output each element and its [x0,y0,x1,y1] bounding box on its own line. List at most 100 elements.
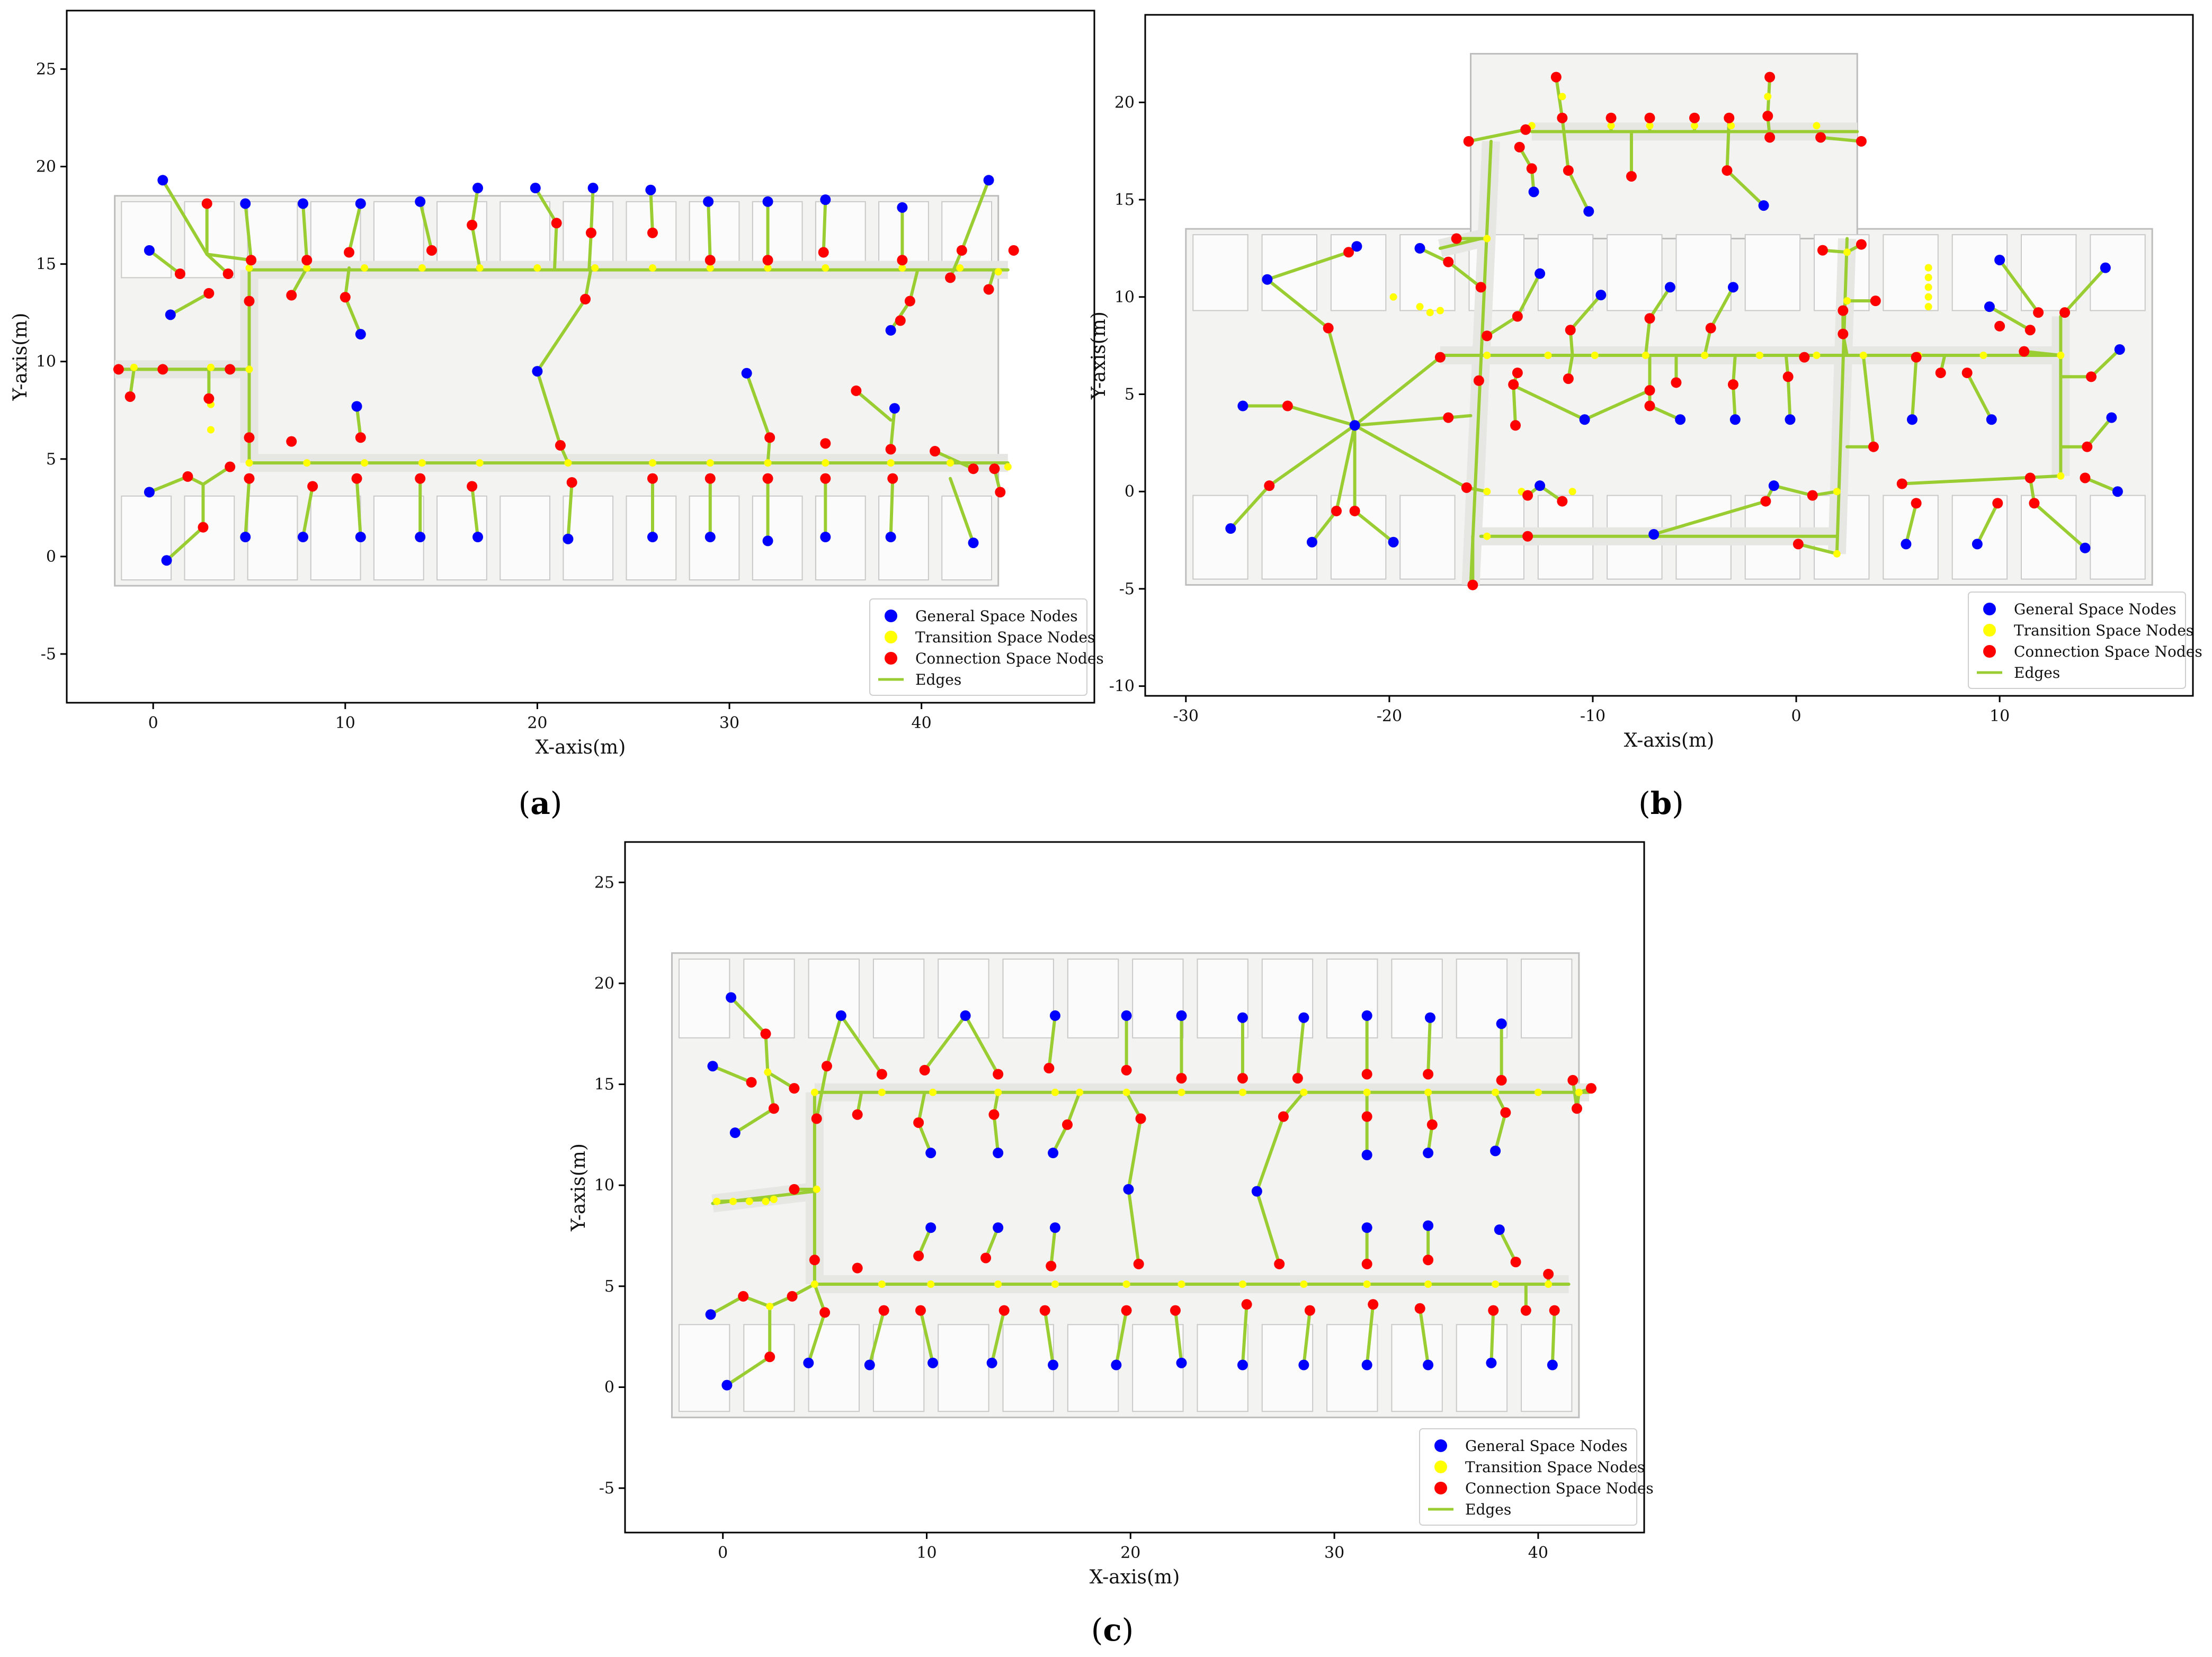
room-cell [1744,234,1801,311]
general-node [157,175,168,186]
transition-node [1642,352,1649,359]
room-cell [247,495,298,581]
room-cell [1067,959,1119,1038]
edge [1485,315,1519,338]
connection-node [1475,282,1486,293]
general-node [1111,1359,1122,1371]
legend-label-general: General Space Nodes [915,607,1078,625]
transition-node [245,459,253,467]
edge [1066,1090,1082,1126]
x-tick-label: 10 [335,714,355,732]
edge [933,450,975,471]
edge [205,253,253,262]
edge [984,1226,1000,1260]
connection-node [1264,480,1275,491]
general-node [762,535,773,547]
edge [917,1121,933,1155]
connection-node [1549,1305,1560,1316]
edge [1497,1228,1518,1264]
general-node [762,196,773,207]
legend-label-connection: Connection Space Nodes [2014,643,2202,660]
connection-node [820,438,831,449]
general-node [1727,282,1738,293]
edge [918,1309,935,1365]
connection-node [244,473,255,484]
connection-node [1727,379,1738,390]
connection-node [1557,112,1568,123]
edge [1241,1303,1248,1367]
connection-node [2085,371,2097,382]
general-node [885,325,896,336]
transition-node [706,459,714,467]
transition-node [994,268,1002,276]
edge [1353,424,1468,489]
legend-box [869,598,1087,696]
room-cell [184,495,235,581]
general-node [803,1357,814,1368]
room-cell [121,495,172,581]
edge [1229,484,1271,531]
y-tick-label: 5 [604,1277,614,1296]
connection-node [340,292,351,303]
x-tick-label: 40 [1528,1544,1548,1562]
edge [1047,1014,1057,1070]
edge [1255,1115,1285,1193]
edge [536,370,562,447]
connection-node [2029,498,2040,509]
transition-node [533,264,541,272]
edge [161,178,209,256]
transition-node [476,459,484,467]
edge [343,295,362,336]
connection-node [1689,112,1700,123]
room-cell [678,1324,730,1412]
edge [1514,384,1586,422]
general-node [415,532,426,543]
connection-node [1815,132,1826,143]
floorplan-b [1185,52,2153,586]
edge [1987,305,2032,332]
legend-c: General Space Nodes Transition Space Node… [1419,1428,1654,1526]
general-node [983,175,994,186]
connection-node [764,432,775,443]
general-node [1664,282,1675,293]
panel-letter-c: c [1103,1612,1121,1648]
x-tick-label: 0 [148,714,158,732]
y-tick-label: -5 [599,1479,614,1498]
transition-node [1051,1280,1059,1288]
edge [1049,1226,1057,1268]
transition-node [1843,297,1851,305]
transition-node [1843,248,1851,256]
panel-letter-a: a [530,785,550,821]
transition-node [1755,352,1763,359]
connection-node [1500,1107,1511,1118]
general-node [240,198,251,209]
transition-node [1436,307,1444,315]
connection-node [1361,1258,1372,1269]
edge [1265,250,1351,281]
transition-node [1568,488,1576,496]
edge [839,1014,884,1076]
edge [470,186,479,227]
room-cell [1002,1324,1054,1412]
transition-node [1813,122,1821,130]
room-cell [872,1324,925,1412]
transition-node [1764,93,1772,101]
transition-node [303,264,311,272]
connection-node [1514,141,1525,153]
general-node [820,532,831,543]
transition-node [476,264,484,272]
connection-node [821,1061,832,1072]
legend-marker-general [1983,603,1996,615]
connection-node [1543,1268,1554,1279]
edge [949,477,975,545]
connection-node [1799,352,1810,363]
connection-node [1644,313,1655,324]
general-node [1361,1359,1372,1371]
general-node [1729,414,1741,425]
transition-node [1122,1280,1130,1288]
general-node [707,1061,718,1072]
connection-node [1343,247,1354,258]
connection-node [1482,330,1493,342]
general-node [835,1010,846,1021]
transition-node [1483,532,1491,540]
